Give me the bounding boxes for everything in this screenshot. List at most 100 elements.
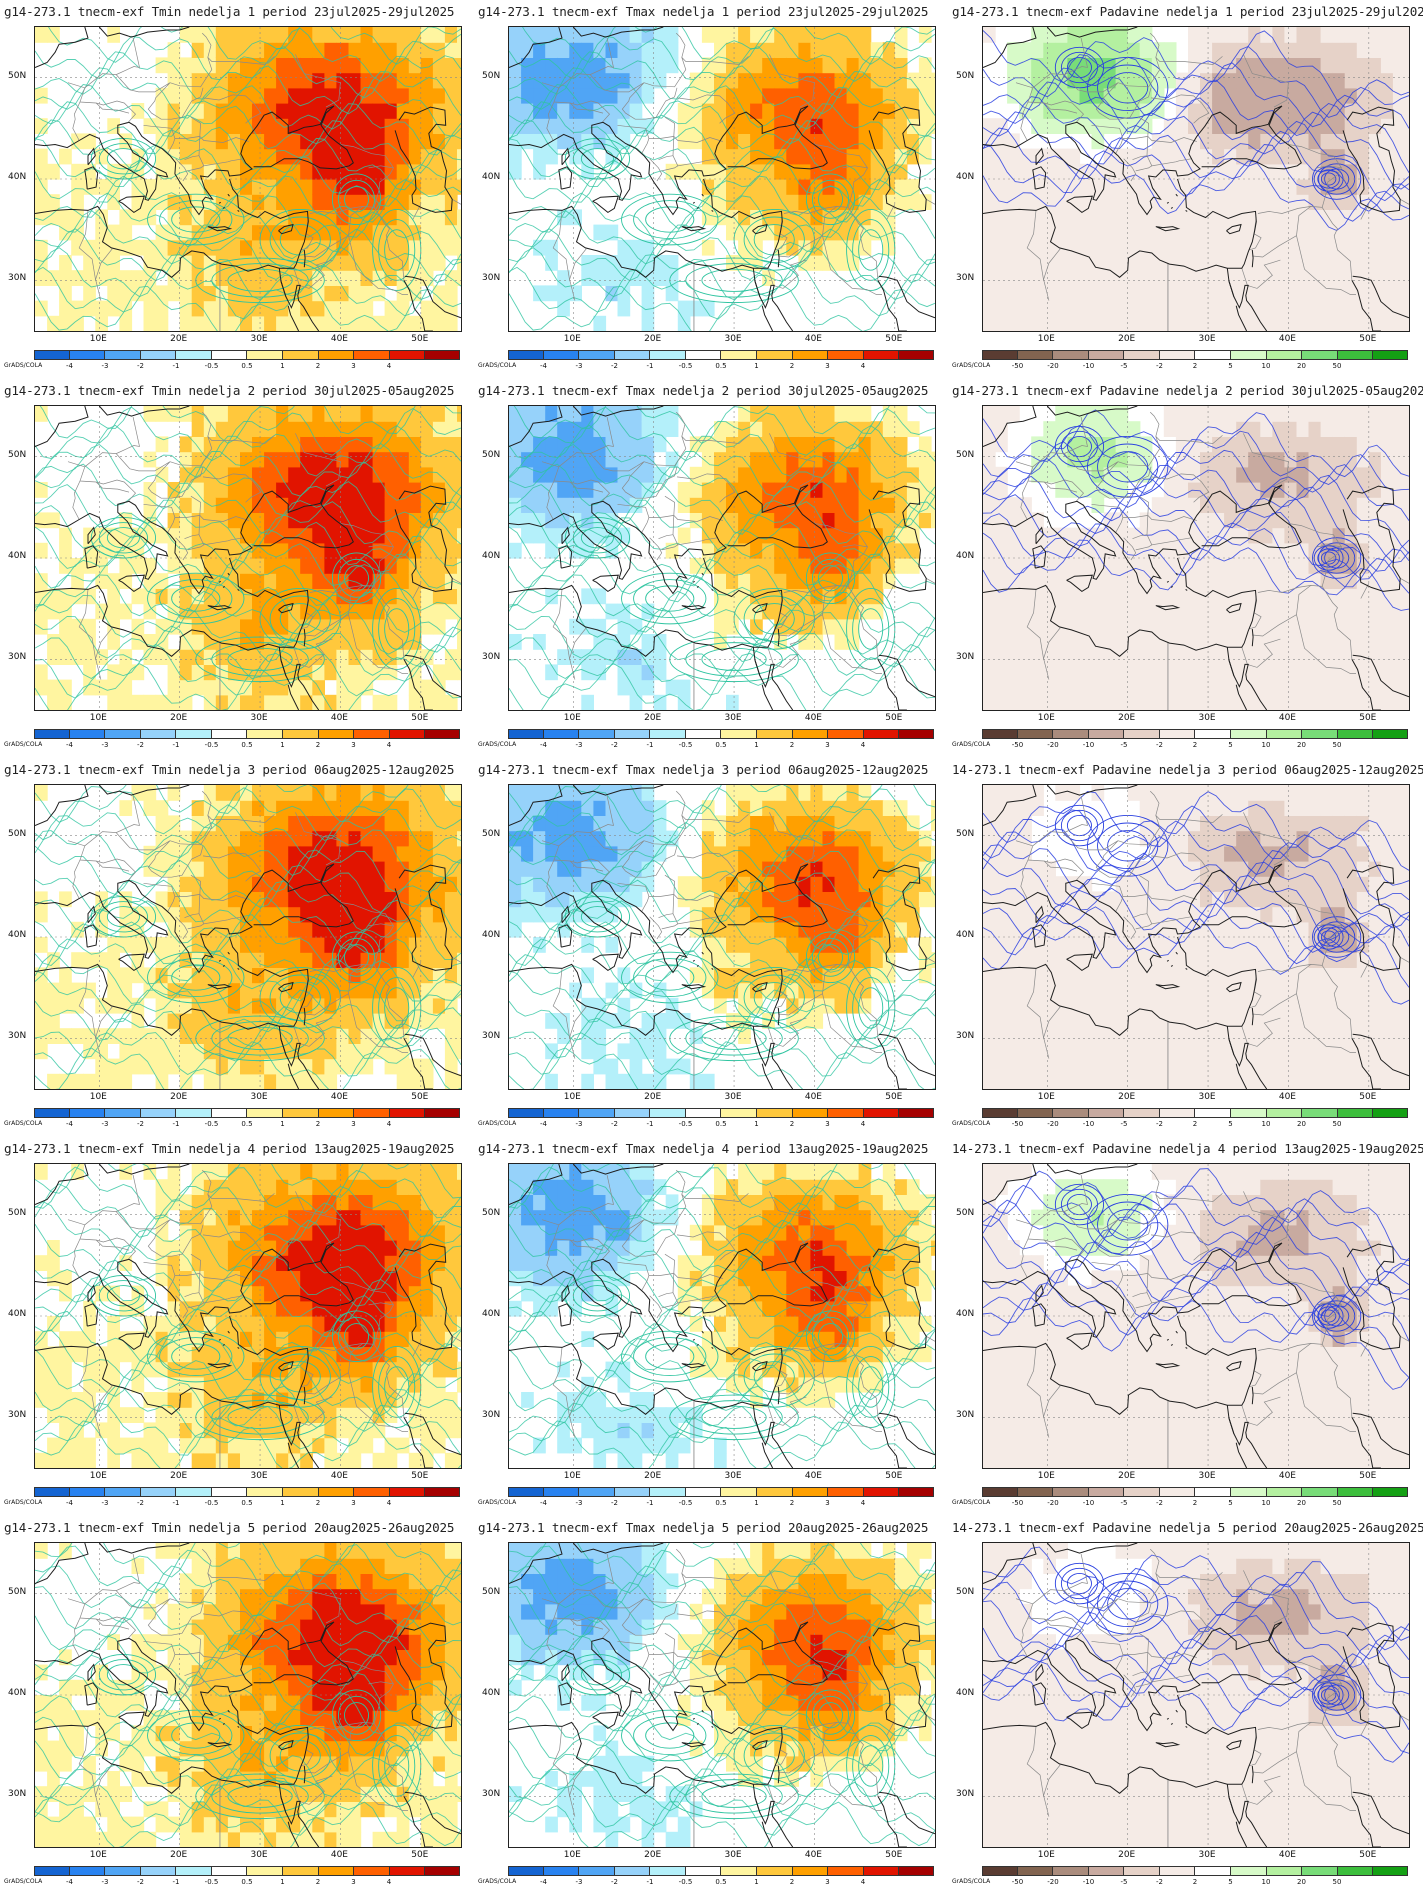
lon-label: 50E <box>885 1092 903 1102</box>
color-bar-tick: -3 <box>575 1120 583 1128</box>
lon-label: 20E <box>170 1850 188 1860</box>
lon-label: 40E <box>804 1850 822 1860</box>
color-bar-tick: -5 <box>1120 1120 1128 1128</box>
color-bar-tick: 1 <box>754 362 759 370</box>
country-borders <box>1015 1169 1409 1468</box>
color-bar-swatch <box>650 350 686 360</box>
color-bar-tick: 2 <box>315 1499 321 1507</box>
color-bar-tick: 3 <box>825 1120 830 1128</box>
color-bar-swatch <box>140 1866 177 1876</box>
color-bar-tick: 2 <box>315 362 321 370</box>
color-bar-swatch <box>543 350 580 360</box>
color-bar <box>508 1108 934 1118</box>
color-bar-tick: -0.5 <box>678 362 693 370</box>
country-borders <box>541 1548 935 1847</box>
color-bar-tick: -20 <box>1047 741 1059 749</box>
color-bar-swatch <box>140 350 177 360</box>
panel-title: g14-273.1 tnecm-exf Tmin nedelja 3 perio… <box>4 762 455 777</box>
color-bar-tick: 4 <box>386 362 392 370</box>
color-bar-swatch <box>579 729 615 739</box>
lon-label: 30E <box>250 713 268 723</box>
climatology-contours <box>983 30 1409 232</box>
panel-title: g14-273.1 tnecm-exf Tmax nedelja 5 perio… <box>478 1520 929 1535</box>
color-bar-tick: -4 <box>540 362 547 370</box>
color-bar-tick: -2 <box>611 1878 618 1886</box>
color-bar-tick: -4 <box>66 362 73 370</box>
panel-title: 14-273.1 tnecm-exf Padavine nedelja 4 pe… <box>952 1141 1423 1156</box>
color-bar-swatch <box>211 1487 248 1497</box>
lat-label: 30N <box>8 1031 27 1042</box>
anomaly-map <box>35 1164 461 1468</box>
lat-label: 50N <box>8 1207 27 1218</box>
country-borders <box>67 411 461 710</box>
lon-label: 30E <box>724 334 742 344</box>
graticule <box>509 1164 935 1468</box>
lon-label: 40E <box>804 1471 822 1481</box>
anomaly-map <box>983 785 1409 1089</box>
color-bar-swatch <box>828 1108 864 1118</box>
color-bar-tick: 0.5 <box>241 1120 253 1128</box>
color-bar <box>508 729 934 739</box>
climatology-contours <box>35 27 461 331</box>
color-bar-swatch <box>792 729 829 739</box>
map-area <box>34 784 462 1090</box>
lon-label: 30E <box>1198 1850 1216 1860</box>
color-bar-swatch <box>211 350 248 360</box>
map-panel-tmax-week-3: g14-273.1 tnecm-exf Tmax nedelja 3 perio… <box>474 758 948 1137</box>
lat-label: 50N <box>956 828 975 839</box>
color-bar-tick: -3 <box>575 1499 583 1507</box>
color-bar-swatch <box>140 1108 177 1118</box>
lat-label: 40N <box>8 551 27 561</box>
color-bar-swatch <box>425 1487 460 1497</box>
map-panel-tmin-week-1: g14-273.1 tnecm-exf Tmin nedelja 1 perio… <box>0 0 474 379</box>
color-bar-tick: -20 <box>1047 1499 1059 1507</box>
lat-label: 40N <box>956 172 975 182</box>
graticule <box>35 1164 461 1468</box>
color-bar-swatch <box>176 1108 212 1118</box>
color-bar-tick: 10 <box>1261 1499 1271 1507</box>
panel-title: 14-273.1 tnecm-exf Padavine nedelja 3 pe… <box>952 762 1423 777</box>
lat-label: 50N <box>482 70 501 81</box>
color-bar-swatch <box>650 1108 686 1118</box>
color-bar <box>982 1487 1408 1497</box>
lon-label: 20E <box>644 1092 662 1102</box>
map-panel-tmax-week-2: g14-273.1 tnecm-exf Tmax nedelja 2 perio… <box>474 379 948 758</box>
lon-label: 50E <box>411 1850 429 1860</box>
color-bar-tick: -4 <box>66 1120 73 1128</box>
color-bar-swatch <box>508 1487 544 1497</box>
color-bar-tick: 20 <box>1297 1499 1306 1507</box>
color-bar-tick: -4 <box>66 741 73 749</box>
lon-label: 50E <box>885 1471 903 1481</box>
color-bar-tick: -5 <box>1120 1878 1128 1886</box>
color-bar-tick: 3 <box>825 362 830 370</box>
color-bar-swatch <box>1337 1108 1374 1118</box>
color-bar-swatch <box>982 1866 1018 1876</box>
color-bar-tick: -0.5 <box>204 741 219 749</box>
lon-label: 20E <box>170 1471 188 1481</box>
color-bar-swatch <box>283 729 319 739</box>
color-bar <box>508 1487 934 1497</box>
color-bar-swatch <box>211 729 248 739</box>
color-bar <box>508 1866 934 1876</box>
color-bar-swatch <box>614 1866 651 1876</box>
panel-title: g14-273.1 tnecm-exf Tmin nedelja 2 perio… <box>4 383 455 398</box>
color-bar-swatch <box>1088 1108 1125 1118</box>
color-bar-swatch <box>1124 729 1160 739</box>
color-bar-tick: 10 <box>1261 1120 1271 1128</box>
color-bar-swatch <box>579 350 615 360</box>
color-bar-tick: 1 <box>754 1120 759 1128</box>
color-bar-tick: -50 <box>1011 362 1024 370</box>
color-bar-swatch <box>1053 1108 1089 1118</box>
color-bar-swatch <box>1124 1108 1160 1118</box>
color-bar-tick: -10 <box>1082 1499 1095 1507</box>
lon-label: 40E <box>330 1471 348 1481</box>
color-bar-swatch <box>757 1866 793 1876</box>
lat-label: 40N <box>956 1309 975 1319</box>
coastlines <box>509 27 935 331</box>
color-bar-swatch <box>34 1108 70 1118</box>
color-bar <box>34 1487 460 1497</box>
lon-label: 40E <box>804 334 822 344</box>
lon-label: 20E <box>644 713 662 723</box>
lon-label: 10E <box>1037 1471 1055 1481</box>
color-bar-tick: 1 <box>754 1878 759 1886</box>
